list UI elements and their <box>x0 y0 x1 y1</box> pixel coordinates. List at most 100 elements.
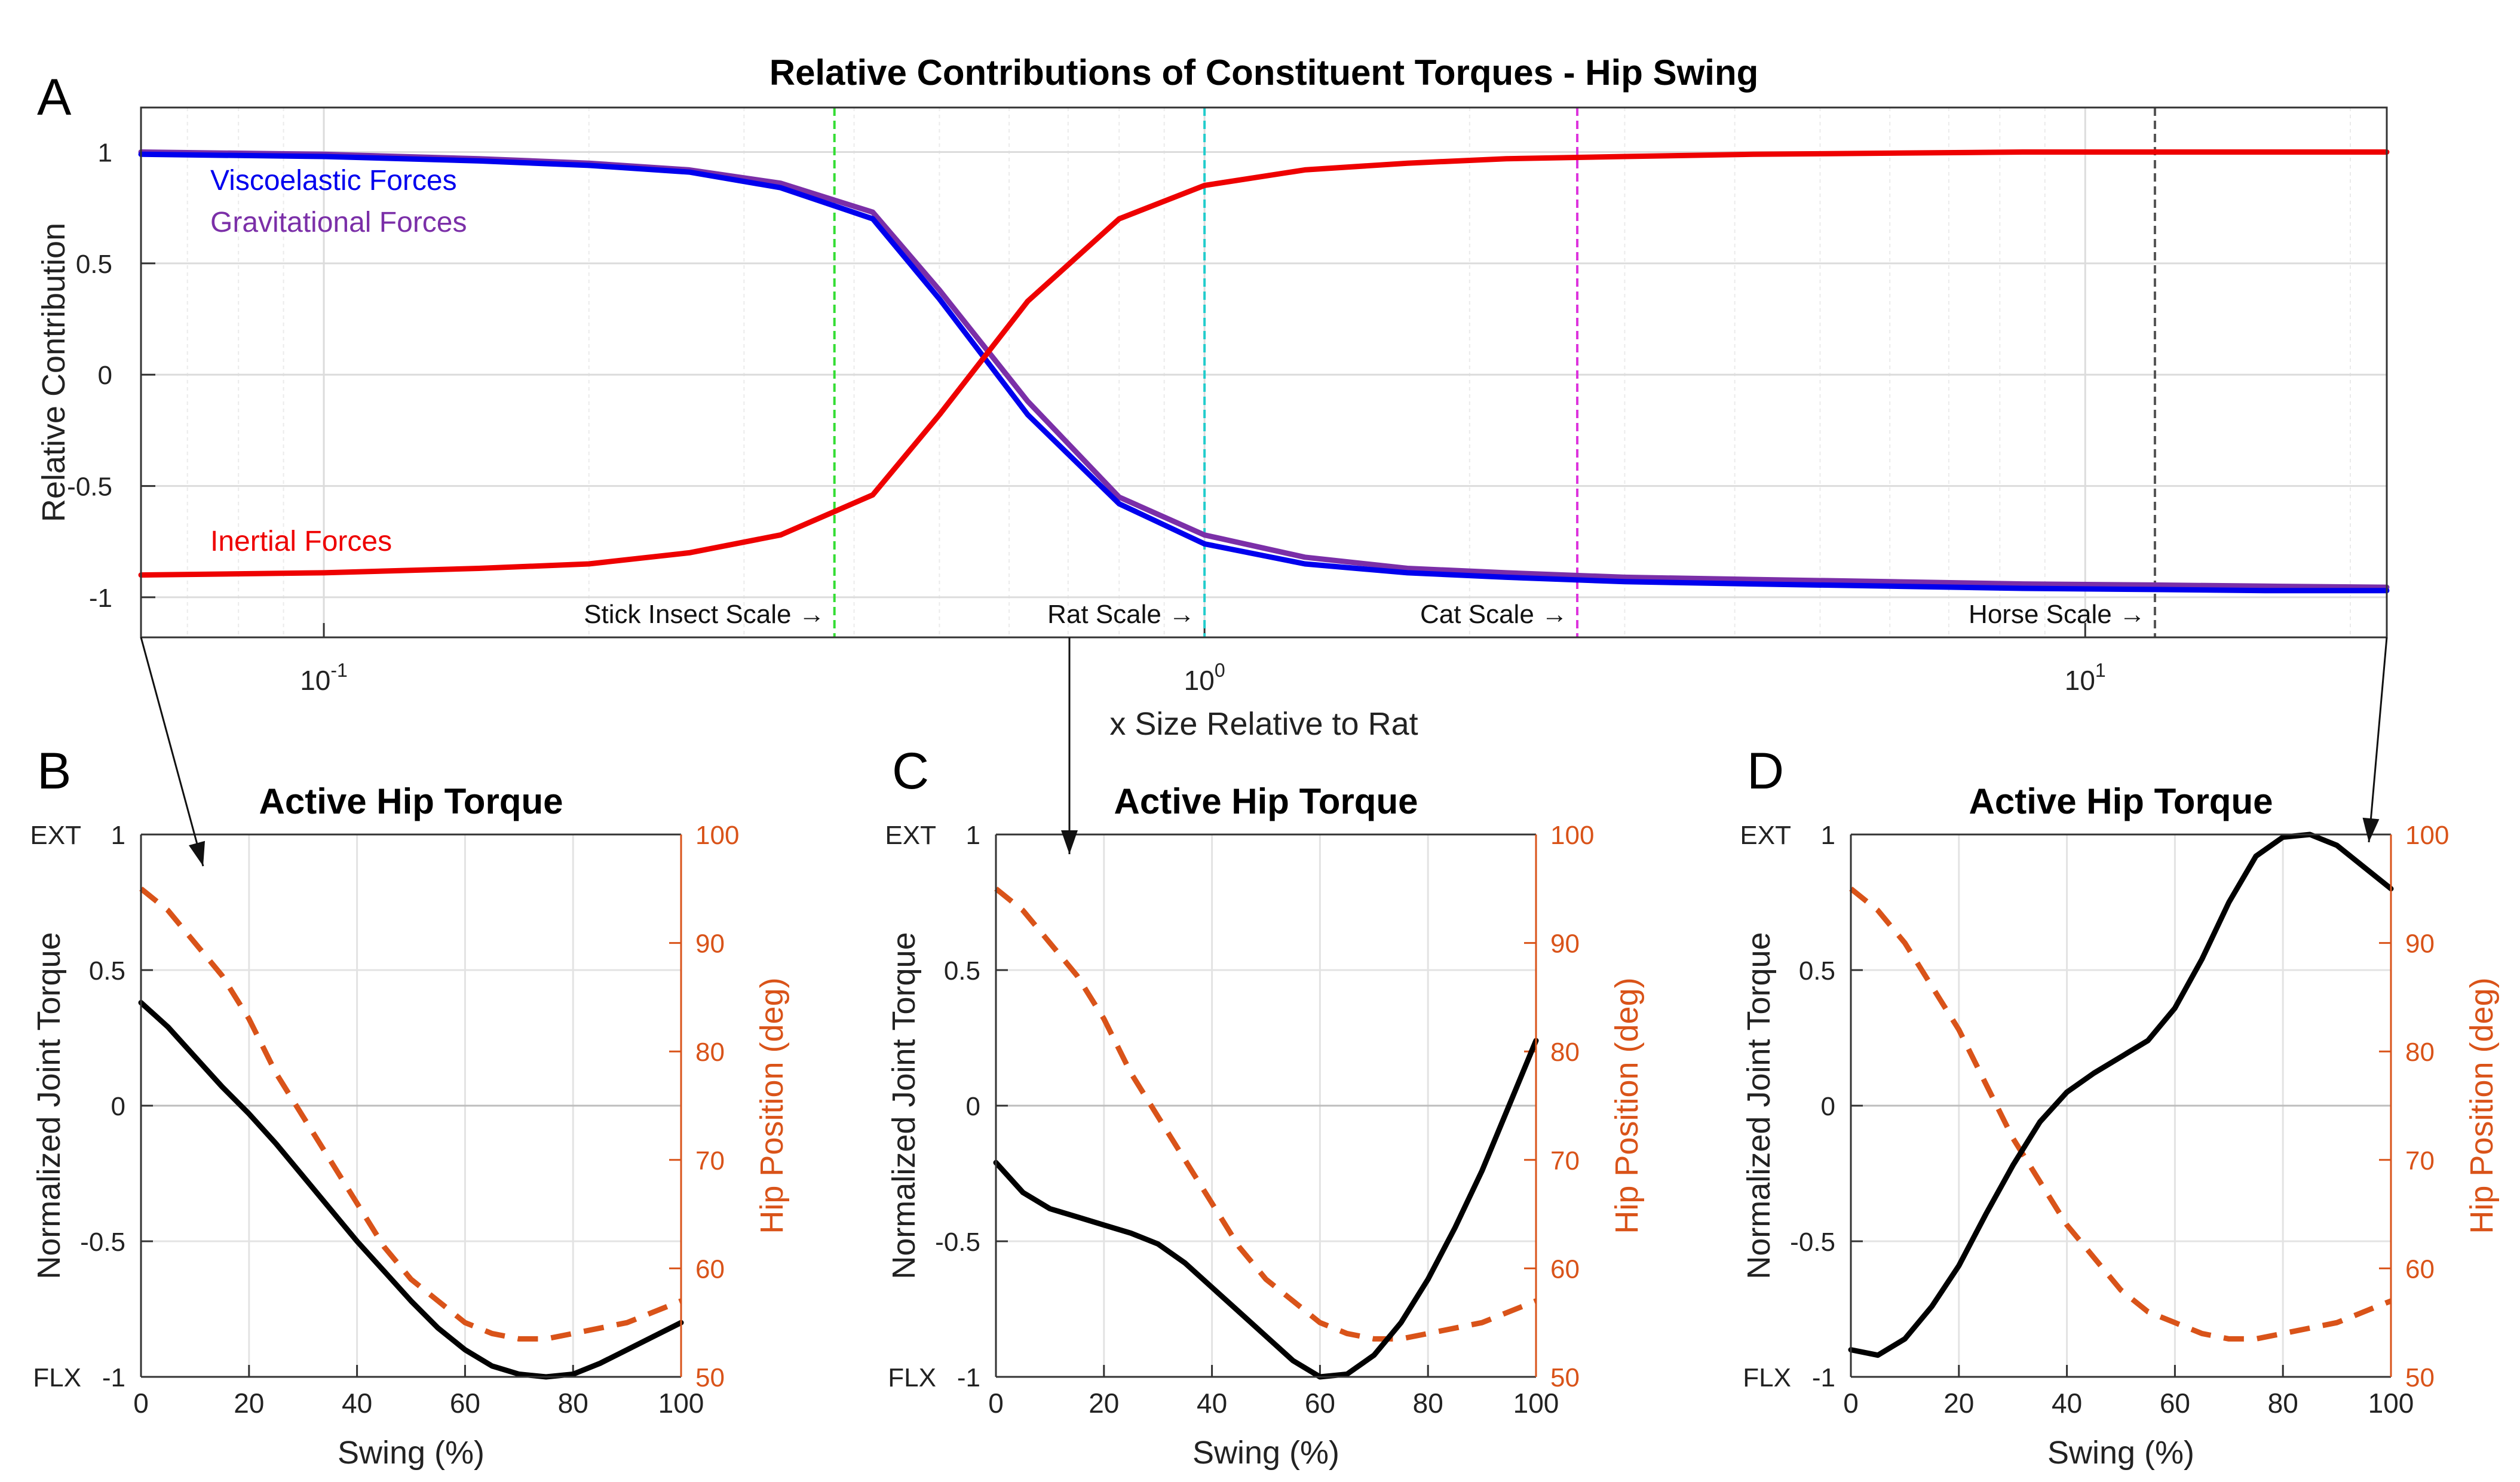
hip-position-line <box>139 886 682 1342</box>
x-axis-label: Swing (%) <box>338 1435 485 1471</box>
scale-label-text: Horse Scale <box>1969 600 2112 629</box>
y2-tick-label: 80 <box>695 1038 725 1067</box>
y-tick-label: 1 <box>111 821 125 850</box>
plot-frame <box>140 106 2388 639</box>
x-tick-label: 100 <box>1513 1388 1559 1419</box>
panel-label: D <box>1747 742 1784 800</box>
x-tick-exponent: 0 <box>1215 659 1225 681</box>
x-tick-label: 40 <box>2052 1388 2082 1419</box>
x-tick-base: 10 <box>300 665 330 696</box>
y-tick-label: 0.5 <box>1799 956 1835 986</box>
x-axis-label: Swing (%) <box>2047 1435 2194 1471</box>
panel-label: B <box>37 742 71 800</box>
y2-tick-label: 90 <box>695 929 725 959</box>
y2-axis-label: Hip Position (deg) <box>754 977 790 1234</box>
y-tick-label: -1 <box>1812 1363 1835 1392</box>
connector-arrowhead <box>1061 830 1078 854</box>
connector-arrowhead <box>189 840 206 866</box>
scale-label: Cat Scale → <box>1420 600 1568 629</box>
x-tick-label: 80 <box>1413 1388 1443 1419</box>
x-tick-label: 40 <box>342 1388 372 1419</box>
y2-tick-label: 70 <box>1550 1146 1580 1176</box>
y-tick-label: 0.5 <box>76 250 112 279</box>
x-tick-label: 100 <box>2368 1388 2414 1419</box>
x-axis-label: x Size Relative to Rat <box>1109 706 1418 742</box>
y-tick-label: 0.5 <box>89 956 125 986</box>
scale-label-text: Stick Insect Scale <box>584 600 791 629</box>
y2-tick-label: 100 <box>1550 821 1594 850</box>
scale-label-space <box>2112 600 2119 629</box>
x-tick-label: 80 <box>2268 1388 2298 1419</box>
y2-tick-label: 60 <box>2405 1254 2435 1284</box>
connector-arrow <box>140 637 204 867</box>
inertial-forces-label: Inertial Forces <box>210 526 392 557</box>
x-tick-exponent: 1 <box>2095 659 2106 681</box>
x-tick-label: 0 <box>133 1388 149 1419</box>
y-axis-label: Relative Contribution <box>36 223 72 522</box>
y-tick-label: 1 <box>98 139 112 168</box>
viscoelastic-forces-label: Viscoelastic Forces <box>210 165 457 197</box>
y-tick-label: 0.5 <box>944 956 980 986</box>
y-tick-label: 1 <box>966 821 980 850</box>
connector-arrowhead <box>2362 817 2380 842</box>
flx-label: FLX <box>1743 1363 1791 1392</box>
y-axis-label: Normalized Joint Torque <box>31 932 67 1279</box>
y2-tick-label: 80 <box>1550 1038 1580 1067</box>
y2-axis-label: Hip Position (deg) <box>2464 977 2500 1234</box>
x-tick-label: 40 <box>1197 1388 1227 1419</box>
scale-label-text: Cat Scale <box>1420 600 1534 629</box>
y-tick-label: -1 <box>89 584 112 613</box>
y2-tick-label: 60 <box>695 1254 725 1284</box>
chart-title: Relative Contributions of Constituent To… <box>770 53 1759 93</box>
x-tick-base: 10 <box>1184 665 1215 696</box>
active-hip-torque-line <box>993 1038 1539 1380</box>
scale-arrow-glyph: → <box>2119 600 2145 629</box>
gravitational-forces-line <box>138 149 2390 590</box>
y2-tick-label: 90 <box>1550 929 1580 959</box>
grid-layer <box>140 108 2392 1378</box>
scale-label: Horse Scale → <box>1969 600 2145 629</box>
hip-position-line <box>1849 886 2392 1342</box>
panel-label: A <box>37 69 72 126</box>
x-axis-label: Swing (%) <box>1192 1435 1339 1471</box>
viscoelastic-forces-line <box>138 151 2390 594</box>
ext-label: EXT <box>30 821 81 850</box>
scale-label-space <box>1534 600 1541 629</box>
y2-tick-label: 60 <box>1550 1254 1580 1284</box>
scale-arrow-glyph: → <box>1169 600 1195 629</box>
x-tick-label: 100 <box>658 1388 704 1419</box>
inertial-forces-line <box>138 149 2390 578</box>
scale-arrow-glyph: → <box>799 600 825 629</box>
gravitational-forces-label: Gravitational Forces <box>210 207 467 238</box>
y-tick-label: -0.5 <box>80 1228 125 1257</box>
subplot-title: Active Hip Torque <box>1969 781 2273 821</box>
active-hip-torque-line <box>138 1000 684 1380</box>
y2-tick-label: 50 <box>2405 1363 2435 1392</box>
connector-arrow <box>2368 637 2388 843</box>
y2-tick-label: 90 <box>2405 929 2435 959</box>
y-axis-label: Normalized Joint Torque <box>886 932 922 1279</box>
x-tick-label: 10-1 <box>300 659 348 696</box>
y-axis-label: Normalized Joint Torque <box>1741 932 1777 1279</box>
y2-tick-label: 50 <box>695 1363 725 1392</box>
ext-label: EXT <box>885 821 936 850</box>
x-tick-label: 100 <box>1184 659 1225 696</box>
x-tick-label: 20 <box>234 1388 264 1419</box>
active-hip-torque-line <box>1848 831 2394 1358</box>
x-tick-base: 10 <box>2065 665 2095 696</box>
x-tick-label: 60 <box>450 1388 480 1419</box>
scale-arrow-glyph: → <box>1541 600 1568 629</box>
scale-label-space <box>791 600 798 629</box>
y2-tick-label: 100 <box>695 821 739 850</box>
y-tick-label: -1 <box>102 1363 125 1392</box>
subplot-title: Active Hip Torque <box>259 781 563 821</box>
x-tick-label: 20 <box>1089 1388 1119 1419</box>
y-tick-label: 0 <box>1821 1092 1835 1121</box>
x-tick-label: 0 <box>1843 1388 1859 1419</box>
x-tick-label: 60 <box>1305 1388 1335 1419</box>
y2-tick-label: 100 <box>2405 821 2449 850</box>
ext-label: EXT <box>1740 821 1791 850</box>
flx-label: FLX <box>888 1363 936 1392</box>
